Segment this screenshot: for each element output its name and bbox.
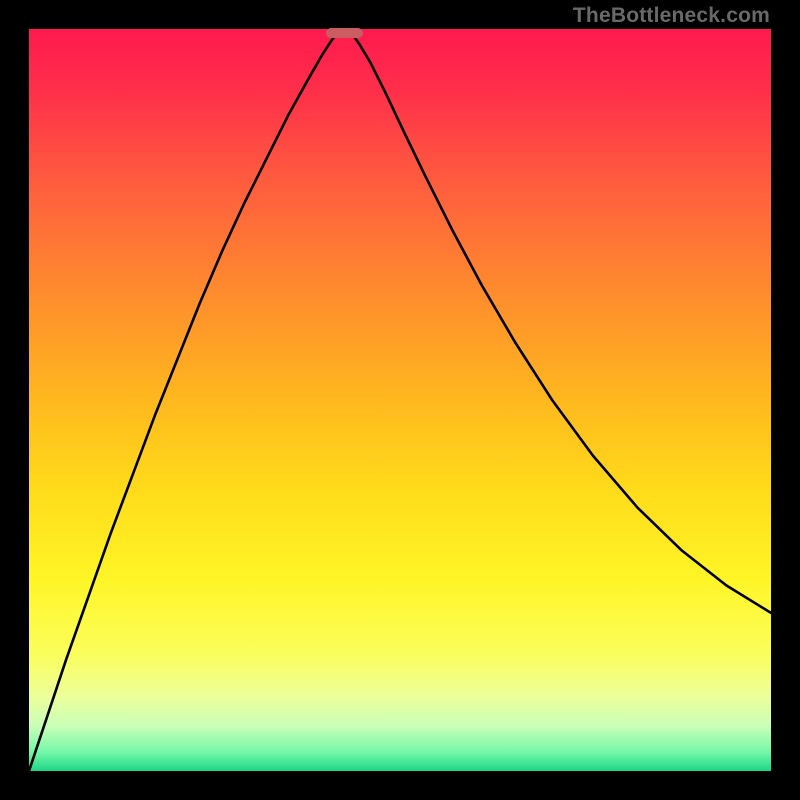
plot-area — [29, 29, 771, 771]
curve-left-branch — [29, 33, 337, 771]
watermark-text: TheBottleneck.com — [573, 4, 770, 28]
chart-frame: TheBottleneck.com — [0, 0, 800, 800]
optimal-point-marker — [326, 28, 363, 38]
curve-right-branch — [352, 33, 771, 613]
bottleneck-curve — [29, 29, 771, 771]
